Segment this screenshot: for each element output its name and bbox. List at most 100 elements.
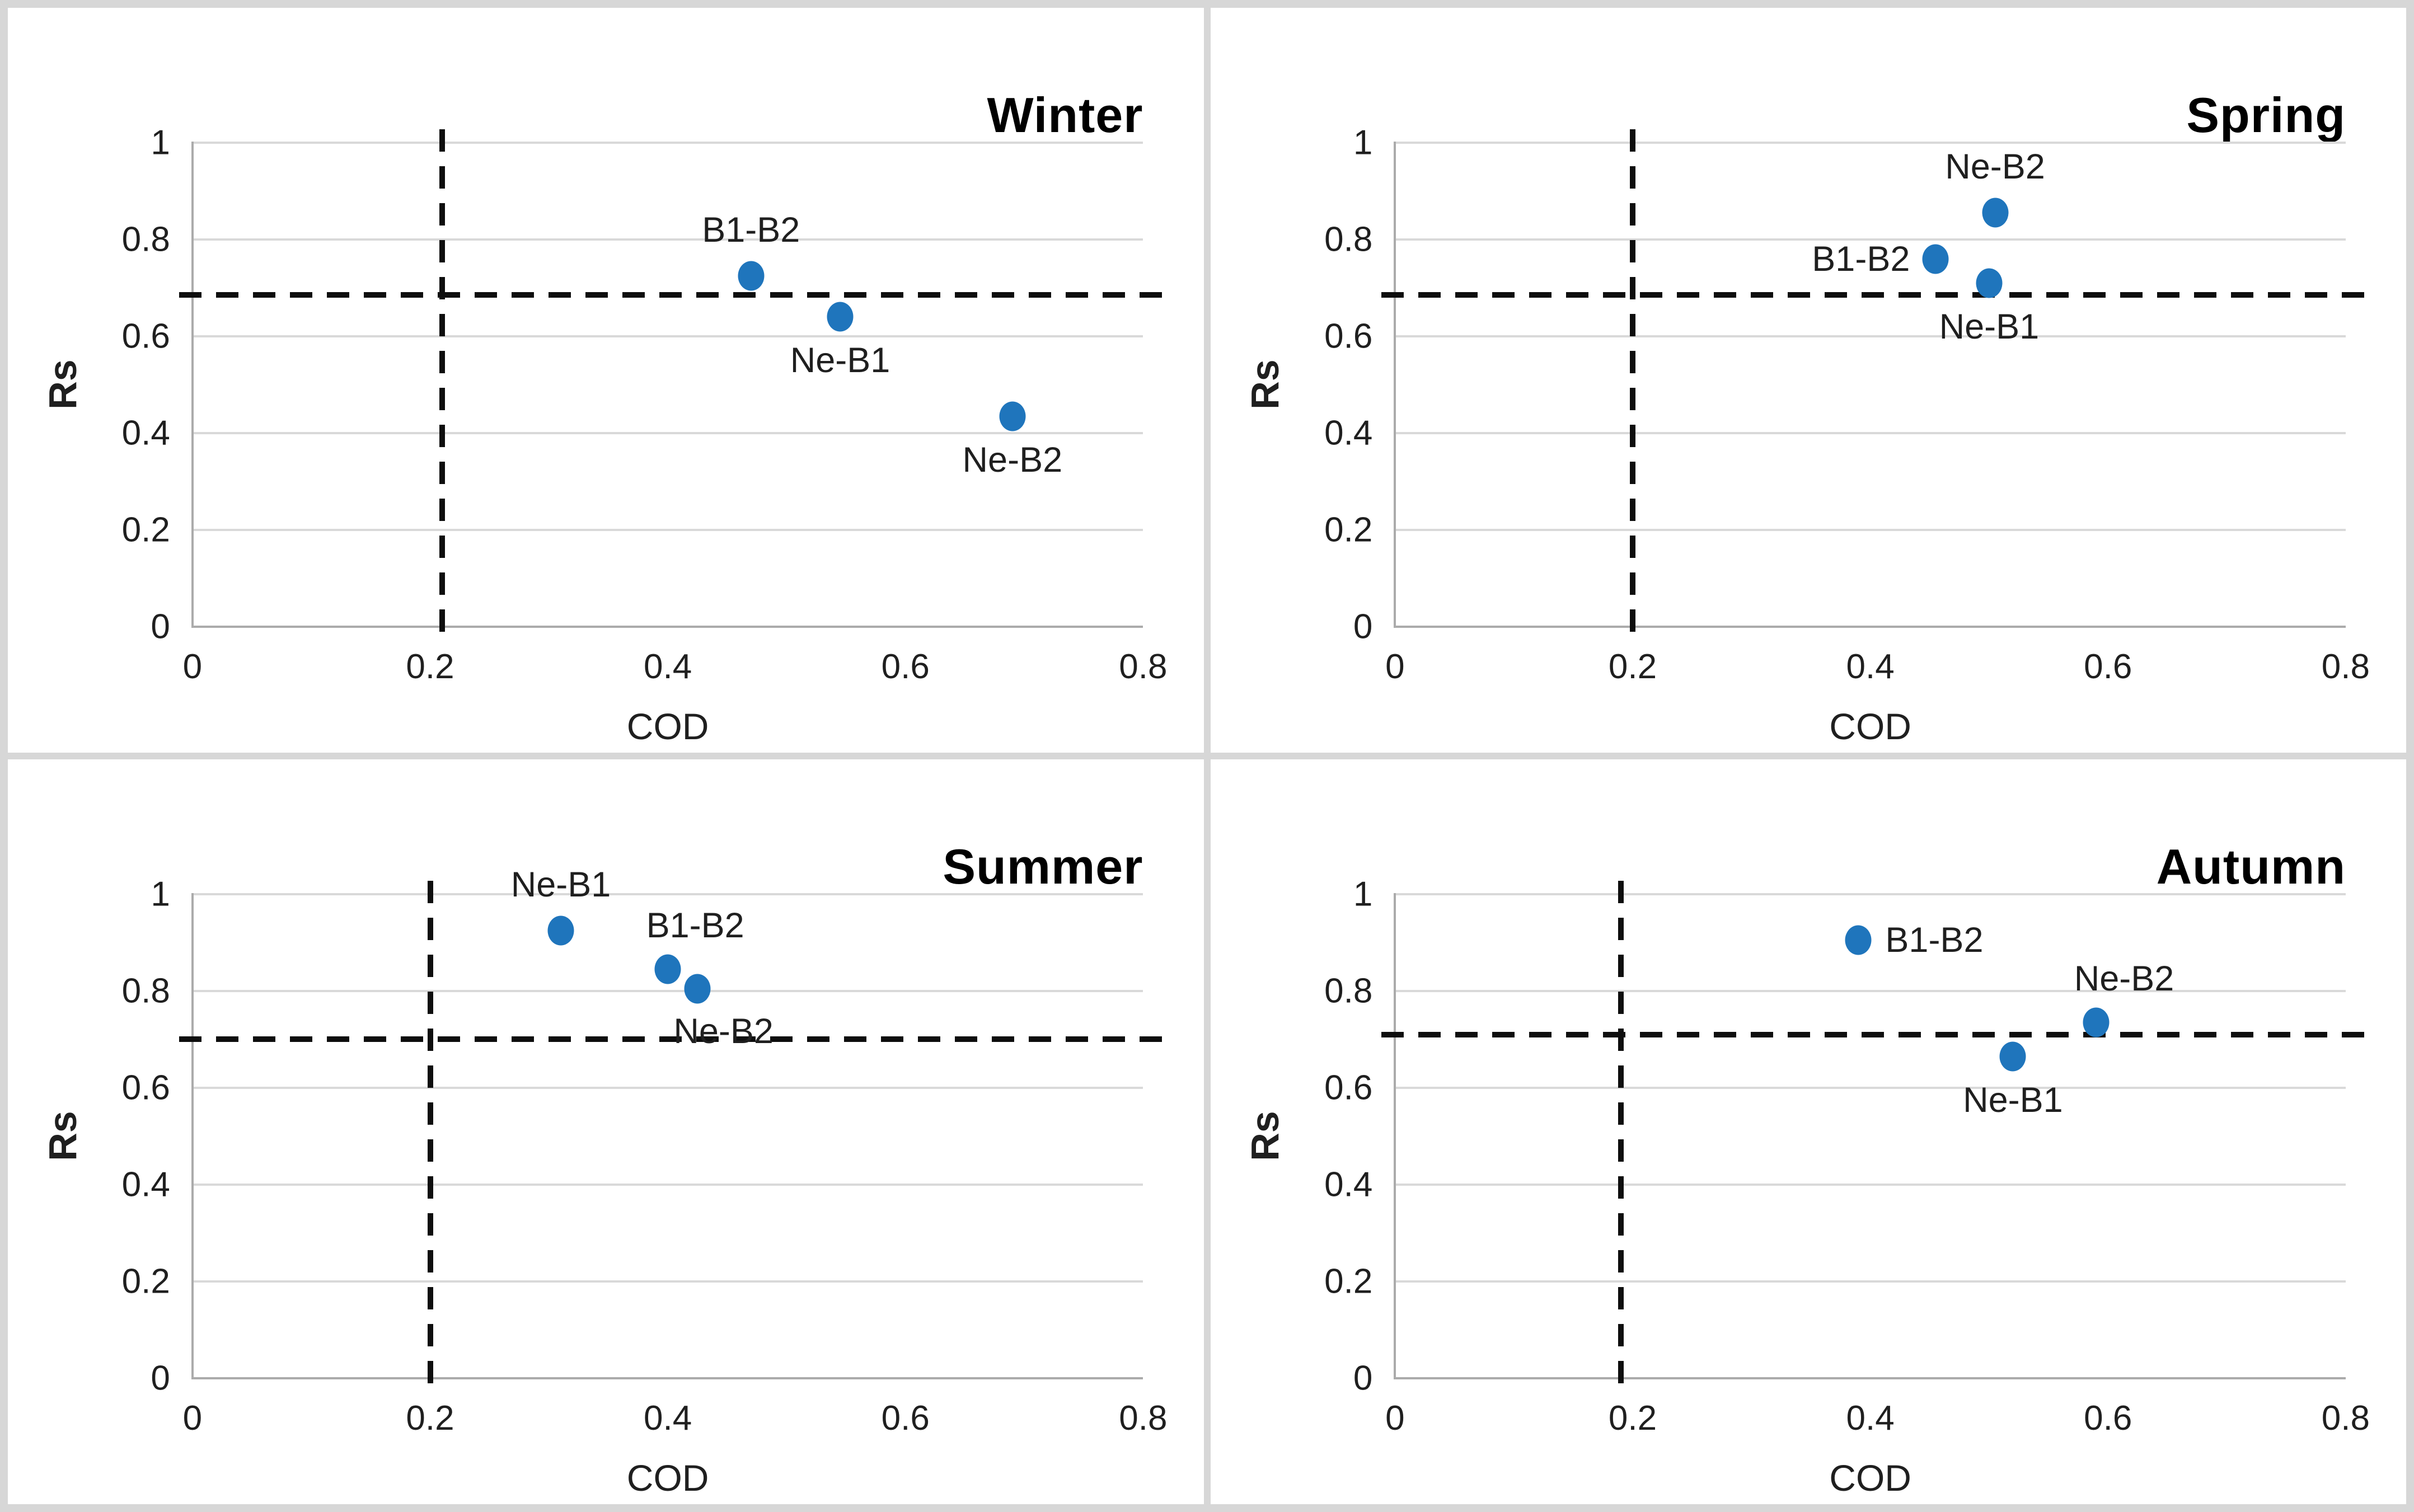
y-tick-label: 0.8 [1324,220,1373,259]
x-axis-title: COD [626,1457,709,1499]
gridline-y [1395,893,2346,895]
x-tick-label: 0.4 [1846,647,1895,687]
x-tick-label: 0.2 [1608,1399,1657,1438]
point-label: B1-B2 [646,906,744,945]
y-tick-label: 0.6 [1324,317,1373,356]
x-tick-label: 0.4 [644,1399,692,1438]
y-tick-label: 0.8 [121,971,170,1011]
x-tick-label: 0.6 [2084,1399,2132,1438]
x-tick-label: 0 [1385,1399,1405,1438]
data-point-b1-b2 [654,954,681,984]
panel-spring: Spring Rs COD 0 0.2 0.4 0.6 0.8 1 0 0.2 0.4 0.6 0.… [1210,8,2406,753]
panel-autumn: Autumn Rs COD 0 0.2 0.4 0.6 0.8 1 0 0.2 0.4 0.6 0.… [1210,759,2406,1504]
gridline-y [192,141,1143,144]
y-tick-label: 0.4 [1324,1165,1373,1204]
plot-area: Rs COD 0 0.2 0.4 0.6 0.8 1 0 0.2 0.4 0.6 0.8 Ne-B2 B… [1243,123,2373,747]
gridline-y [1395,1377,2346,1380]
y-tick-label: 0.8 [121,220,170,259]
y-tick-label: 1 [151,875,170,914]
point-label: Ne-B2 [2074,959,2174,999]
y-axis-line [191,893,194,1380]
gridline-y [192,529,1143,532]
gridline-y [1395,529,2346,532]
x-axis-title: COD [1829,706,1911,748]
y-tick-label: 0.2 [121,510,170,550]
y-tick-label: 0 [151,607,170,646]
gridline-y [1395,1280,2346,1283]
gridline-y [192,1280,1143,1283]
x-tick-label: 0.8 [2321,1399,2370,1438]
gridline-y [192,626,1143,628]
gridline-y [192,335,1143,337]
y-tick-label: 0.2 [121,1262,170,1301]
y-tick-label: 0.4 [1324,414,1373,453]
y-tick-label: 1 [1353,875,1373,914]
data-point-ne-b1 [1999,1041,2026,1072]
x-axis-title: COD [626,706,709,748]
point-label: Ne-B2 [673,1011,774,1051]
gridline-y [192,431,1143,434]
y-tick-label: 0 [1353,607,1373,646]
y-axis-line [1394,893,1396,1380]
y-axis-line [1394,141,1396,628]
threshold-vline [427,880,433,1384]
data-point-ne-b2 [999,401,1026,431]
data-point-ne-b1 [1976,268,2003,298]
point-label: B1-B2 [1885,921,1984,960]
x-tick-label: 0.4 [1846,1399,1895,1438]
point-label: Ne-B2 [1945,147,2045,187]
point-label: B1-B2 [1812,239,1910,279]
threshold-vline [1630,129,1635,633]
y-tick-label: 0 [151,1359,170,1398]
point-label: Ne-B1 [1963,1080,2063,1120]
point-label: Ne-B1 [790,341,890,381]
y-tick-label: 0.8 [1324,971,1373,1011]
data-point-ne-b1 [547,915,574,946]
x-tick-label: 0.8 [1119,647,1168,687]
panel-title: Autumn [2156,839,2346,895]
y-axis-line [191,141,194,628]
x-axis-title: COD [1829,1457,1911,1499]
y-axis-title: Rs [1243,1111,1287,1162]
point-label: Ne-B1 [510,865,611,904]
gridline-y [1395,141,2346,144]
data-point-ne-b2 [2083,1007,2110,1037]
y-tick-label: 0.2 [1324,1262,1373,1301]
x-tick-label: 0.6 [2084,647,2132,687]
y-tick-label: 0.6 [121,317,170,356]
x-tick-label: 0 [182,1399,203,1438]
gridline-y [1395,431,2346,434]
x-tick-label: 0.6 [881,1399,930,1438]
data-point-b1-b2 [1922,244,1949,274]
x-tick-label: 0.2 [406,1399,454,1438]
x-tick-label: 0.6 [881,647,930,687]
data-point-b1-b2 [738,261,765,291]
data-point-ne-b2 [1982,198,2009,228]
gridline-y [1395,1086,2346,1089]
y-tick-label: 0.4 [121,414,170,453]
gridline-y [1395,335,2346,337]
data-point-b1-b2 [1845,925,1872,955]
y-tick-label: 1 [1353,123,1373,162]
x-tick-label: 0.2 [1608,647,1657,687]
y-axis-title: Rs [40,1111,85,1162]
x-tick-label: 0 [182,647,203,687]
point-label: Ne-B2 [962,440,1063,480]
x-tick-label: 0 [1385,647,1405,687]
panel-winter: Winter Rs COD 0 0.2 0.4 0.6 0.8 1 0 0.2 0.4 0.6 0.… [8,8,1204,753]
y-tick-label: 0 [1353,1359,1373,1398]
y-tick-label: 0.4 [121,1165,170,1204]
plot-area: Rs COD 0 0.2 0.4 0.6 0.8 1 0 0.2 0.4 0.6 0.8 B1-B2 N… [1243,875,2373,1499]
point-label: Ne-B1 [1939,307,2040,346]
threshold-hline [179,292,1170,298]
x-tick-label: 0.2 [406,647,454,687]
gridline-y [192,1183,1143,1186]
plot-area: Rs COD 0 0.2 0.4 0.6 0.8 1 0 0.2 0.4 0.6 0.8 B1-B2 N… [41,123,1170,747]
threshold-hline [1381,1031,2373,1037]
gridline-y [1395,238,2346,241]
x-tick-label: 0.4 [644,647,692,687]
threshold-hline [179,1036,1170,1043]
gridline-y [1395,626,2346,628]
panel-title: Spring [2186,87,2346,143]
